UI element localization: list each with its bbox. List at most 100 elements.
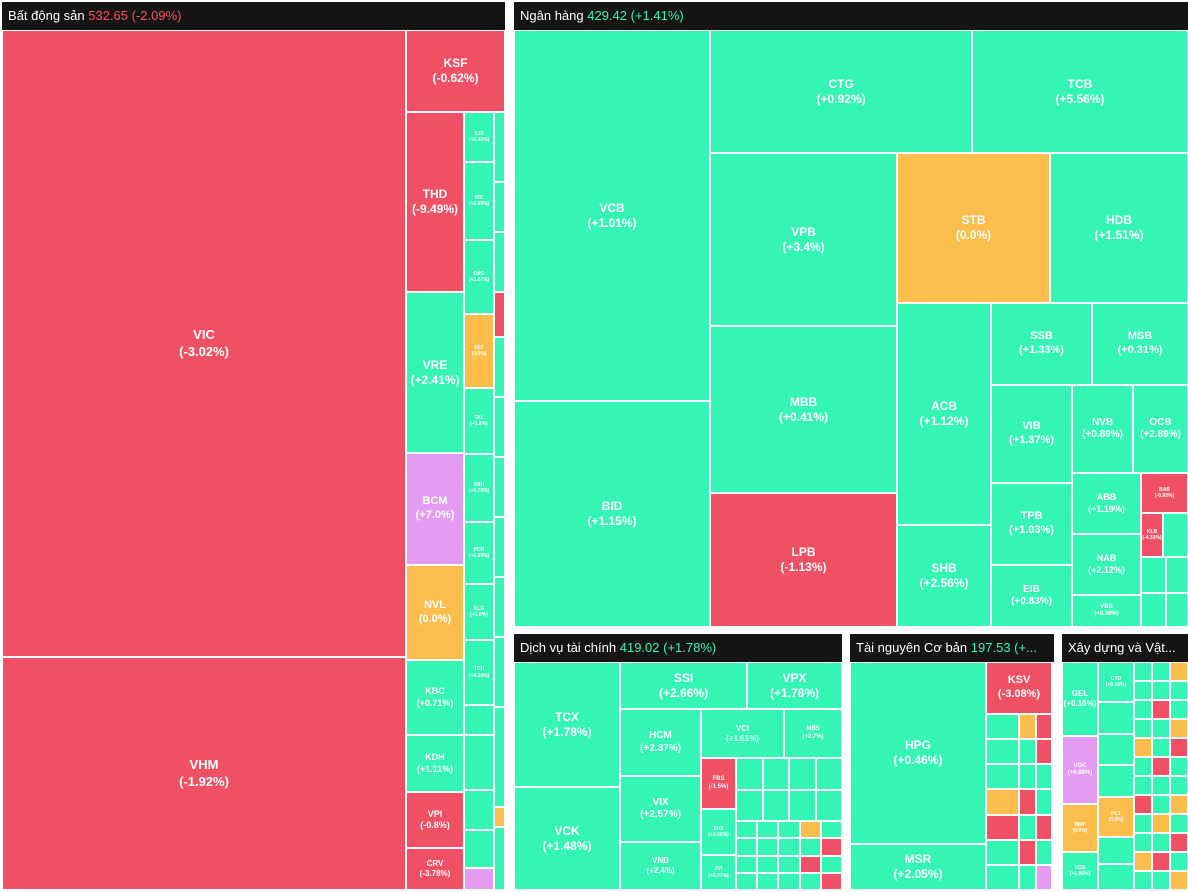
stock-tile-mbb[interactable]: MBB (+0.41%) bbox=[710, 326, 897, 493]
minor-tile[interactable] bbox=[464, 790, 494, 830]
minor-tile[interactable] bbox=[1152, 662, 1170, 681]
minor-tile[interactable] bbox=[1152, 814, 1170, 833]
stock-tile-sjs[interactable]: SJS (+0.42%) bbox=[464, 112, 494, 162]
minor-tile[interactable] bbox=[789, 758, 816, 790]
minor-tile[interactable] bbox=[820, 821, 842, 839]
stock-tile-ssh[interactable]: SSH (+0.79%) bbox=[464, 454, 494, 522]
minor-tile[interactable] bbox=[1152, 738, 1170, 757]
minor-tile[interactable] bbox=[1170, 681, 1188, 700]
stock-tile-nvb[interactable]: NVB (+0.89%) bbox=[1072, 385, 1133, 473]
minor-tile[interactable] bbox=[494, 827, 505, 890]
stock-tile-vcb[interactable]: VCB (+1.01%) bbox=[514, 30, 710, 401]
minor-tile[interactable] bbox=[1134, 871, 1152, 890]
stock-tile-crv[interactable]: CRV (-3.78%) bbox=[406, 848, 464, 890]
stock-tile-lpb[interactable]: LPB (-1.13%) bbox=[710, 493, 897, 627]
minor-tile[interactable] bbox=[494, 397, 505, 457]
minor-tile[interactable] bbox=[1152, 833, 1170, 852]
minor-tile[interactable] bbox=[820, 872, 842, 890]
stock-tile-vgc[interactable]: VGC (+6.88%) bbox=[1062, 736, 1098, 804]
stock-tile-abb[interactable]: ABB (+1.19%) bbox=[1072, 473, 1141, 534]
minor-tile[interactable] bbox=[1019, 814, 1036, 840]
minor-tile[interactable] bbox=[1152, 700, 1170, 719]
minor-tile[interactable] bbox=[1170, 719, 1188, 738]
minor-tile[interactable] bbox=[1163, 513, 1188, 557]
minor-tile[interactable] bbox=[986, 789, 1019, 815]
minor-tile[interactable] bbox=[762, 758, 789, 790]
stock-tile-ssi[interactable]: SSI (+2.66%) bbox=[620, 662, 747, 709]
stock-tile-hpg[interactable]: HPG (+0.46%) bbox=[850, 662, 986, 844]
minor-tile[interactable] bbox=[1019, 864, 1036, 890]
sector-header[interactable]: Ngân hàng 429.42 (+1.41%) bbox=[514, 2, 1188, 30]
stock-tile-vpb[interactable]: VPB (+3.4%) bbox=[710, 153, 897, 326]
minor-tile[interactable] bbox=[1170, 662, 1188, 681]
minor-tile[interactable] bbox=[1098, 765, 1134, 797]
minor-tile[interactable] bbox=[464, 735, 494, 790]
stock-tile-vix[interactable]: VIX (+2.57%) bbox=[620, 776, 701, 842]
minor-tile[interactable] bbox=[1152, 776, 1170, 795]
minor-tile[interactable] bbox=[1170, 757, 1188, 776]
stock-tile-klb[interactable]: KLB (-4.33%) bbox=[1141, 513, 1163, 557]
minor-tile[interactable] bbox=[799, 855, 821, 873]
stock-tile-pc1[interactable]: PC1 (0.0%) bbox=[1098, 797, 1134, 837]
stock-tile-bmp[interactable]: BMP (0.0%) bbox=[1062, 804, 1098, 852]
minor-tile[interactable] bbox=[494, 807, 505, 827]
minor-tile[interactable] bbox=[1152, 681, 1170, 700]
minor-tile[interactable] bbox=[1035, 714, 1052, 740]
stock-tile-hdb[interactable]: HDB (+1.51%) bbox=[1050, 153, 1188, 303]
stock-tile-vpi[interactable]: VPI (-0.8%) bbox=[406, 792, 464, 848]
minor-tile[interactable] bbox=[820, 855, 842, 873]
minor-tile[interactable] bbox=[1035, 789, 1052, 815]
minor-tile[interactable] bbox=[494, 112, 505, 182]
minor-tile[interactable] bbox=[494, 182, 505, 232]
minor-tile[interactable] bbox=[1166, 593, 1188, 627]
minor-tile[interactable] bbox=[1152, 795, 1170, 814]
minor-tile[interactable] bbox=[1134, 662, 1152, 681]
minor-tile[interactable] bbox=[1098, 837, 1134, 864]
minor-tile[interactable] bbox=[1134, 719, 1152, 738]
minor-tile[interactable] bbox=[1098, 863, 1134, 890]
minor-tile[interactable] bbox=[778, 821, 800, 839]
minor-tile[interactable] bbox=[1141, 557, 1166, 593]
minor-tile[interactable] bbox=[464, 705, 494, 735]
minor-tile[interactable] bbox=[464, 868, 494, 890]
minor-tile[interactable] bbox=[757, 821, 779, 839]
minor-tile[interactable] bbox=[1098, 733, 1134, 766]
minor-tile[interactable] bbox=[986, 764, 1019, 790]
minor-tile[interactable] bbox=[1134, 795, 1152, 814]
minor-tile[interactable] bbox=[1141, 593, 1166, 627]
stock-tile-vre[interactable]: VRE (+2.41%) bbox=[406, 292, 464, 453]
stock-tile-ctd[interactable]: CTD (+0.10%) bbox=[1098, 662, 1134, 702]
minor-tile[interactable] bbox=[494, 337, 505, 397]
minor-tile[interactable] bbox=[1019, 739, 1036, 765]
minor-tile[interactable] bbox=[1134, 681, 1152, 700]
minor-tile[interactable] bbox=[986, 714, 1019, 740]
minor-tile[interactable] bbox=[757, 872, 779, 890]
stock-tile-ocb[interactable]: OCB (+2.89%) bbox=[1133, 385, 1188, 473]
minor-tile[interactable] bbox=[1035, 764, 1052, 790]
minor-tile[interactable] bbox=[799, 838, 821, 856]
minor-tile[interactable] bbox=[1019, 789, 1036, 815]
stock-tile-fbs[interactable]: FBS (-1.5%) bbox=[701, 758, 736, 809]
stock-tile-vib[interactable]: VIB (+1.37%) bbox=[991, 385, 1072, 483]
minor-tile[interactable] bbox=[1170, 852, 1188, 871]
stock-tile-kbc[interactable]: KBC (+0.71%) bbox=[406, 660, 464, 735]
minor-tile[interactable] bbox=[1170, 738, 1188, 757]
stock-tile-tch[interactable]: TCH (+4.24%) bbox=[464, 640, 494, 705]
stock-tile-vhm[interactable]: VHM (-1.92%) bbox=[2, 657, 406, 890]
stock-tile-thd[interactable]: THD (-9.49%) bbox=[406, 112, 464, 292]
stock-tile-tal[interactable]: TAL (+1.2%) bbox=[464, 388, 494, 454]
stock-tile-idc[interactable]: IDC (+2.08%) bbox=[464, 162, 494, 240]
minor-tile[interactable] bbox=[494, 517, 505, 577]
minor-tile[interactable] bbox=[1134, 814, 1152, 833]
minor-tile[interactable] bbox=[986, 839, 1019, 865]
minor-tile[interactable] bbox=[1134, 738, 1152, 757]
stock-tile-vci[interactable]: VCI (+1.61%) bbox=[701, 709, 784, 758]
minor-tile[interactable] bbox=[1170, 795, 1188, 814]
minor-tile[interactable] bbox=[1152, 757, 1170, 776]
minor-tile[interactable] bbox=[1035, 864, 1052, 890]
stock-tile-vnd[interactable]: VND (+2.4%) bbox=[620, 842, 701, 890]
minor-tile[interactable] bbox=[986, 739, 1019, 765]
stock-tile-ksf[interactable]: KSF (-0.62%) bbox=[406, 30, 505, 112]
minor-tile[interactable] bbox=[986, 864, 1019, 890]
minor-tile[interactable] bbox=[1134, 757, 1152, 776]
